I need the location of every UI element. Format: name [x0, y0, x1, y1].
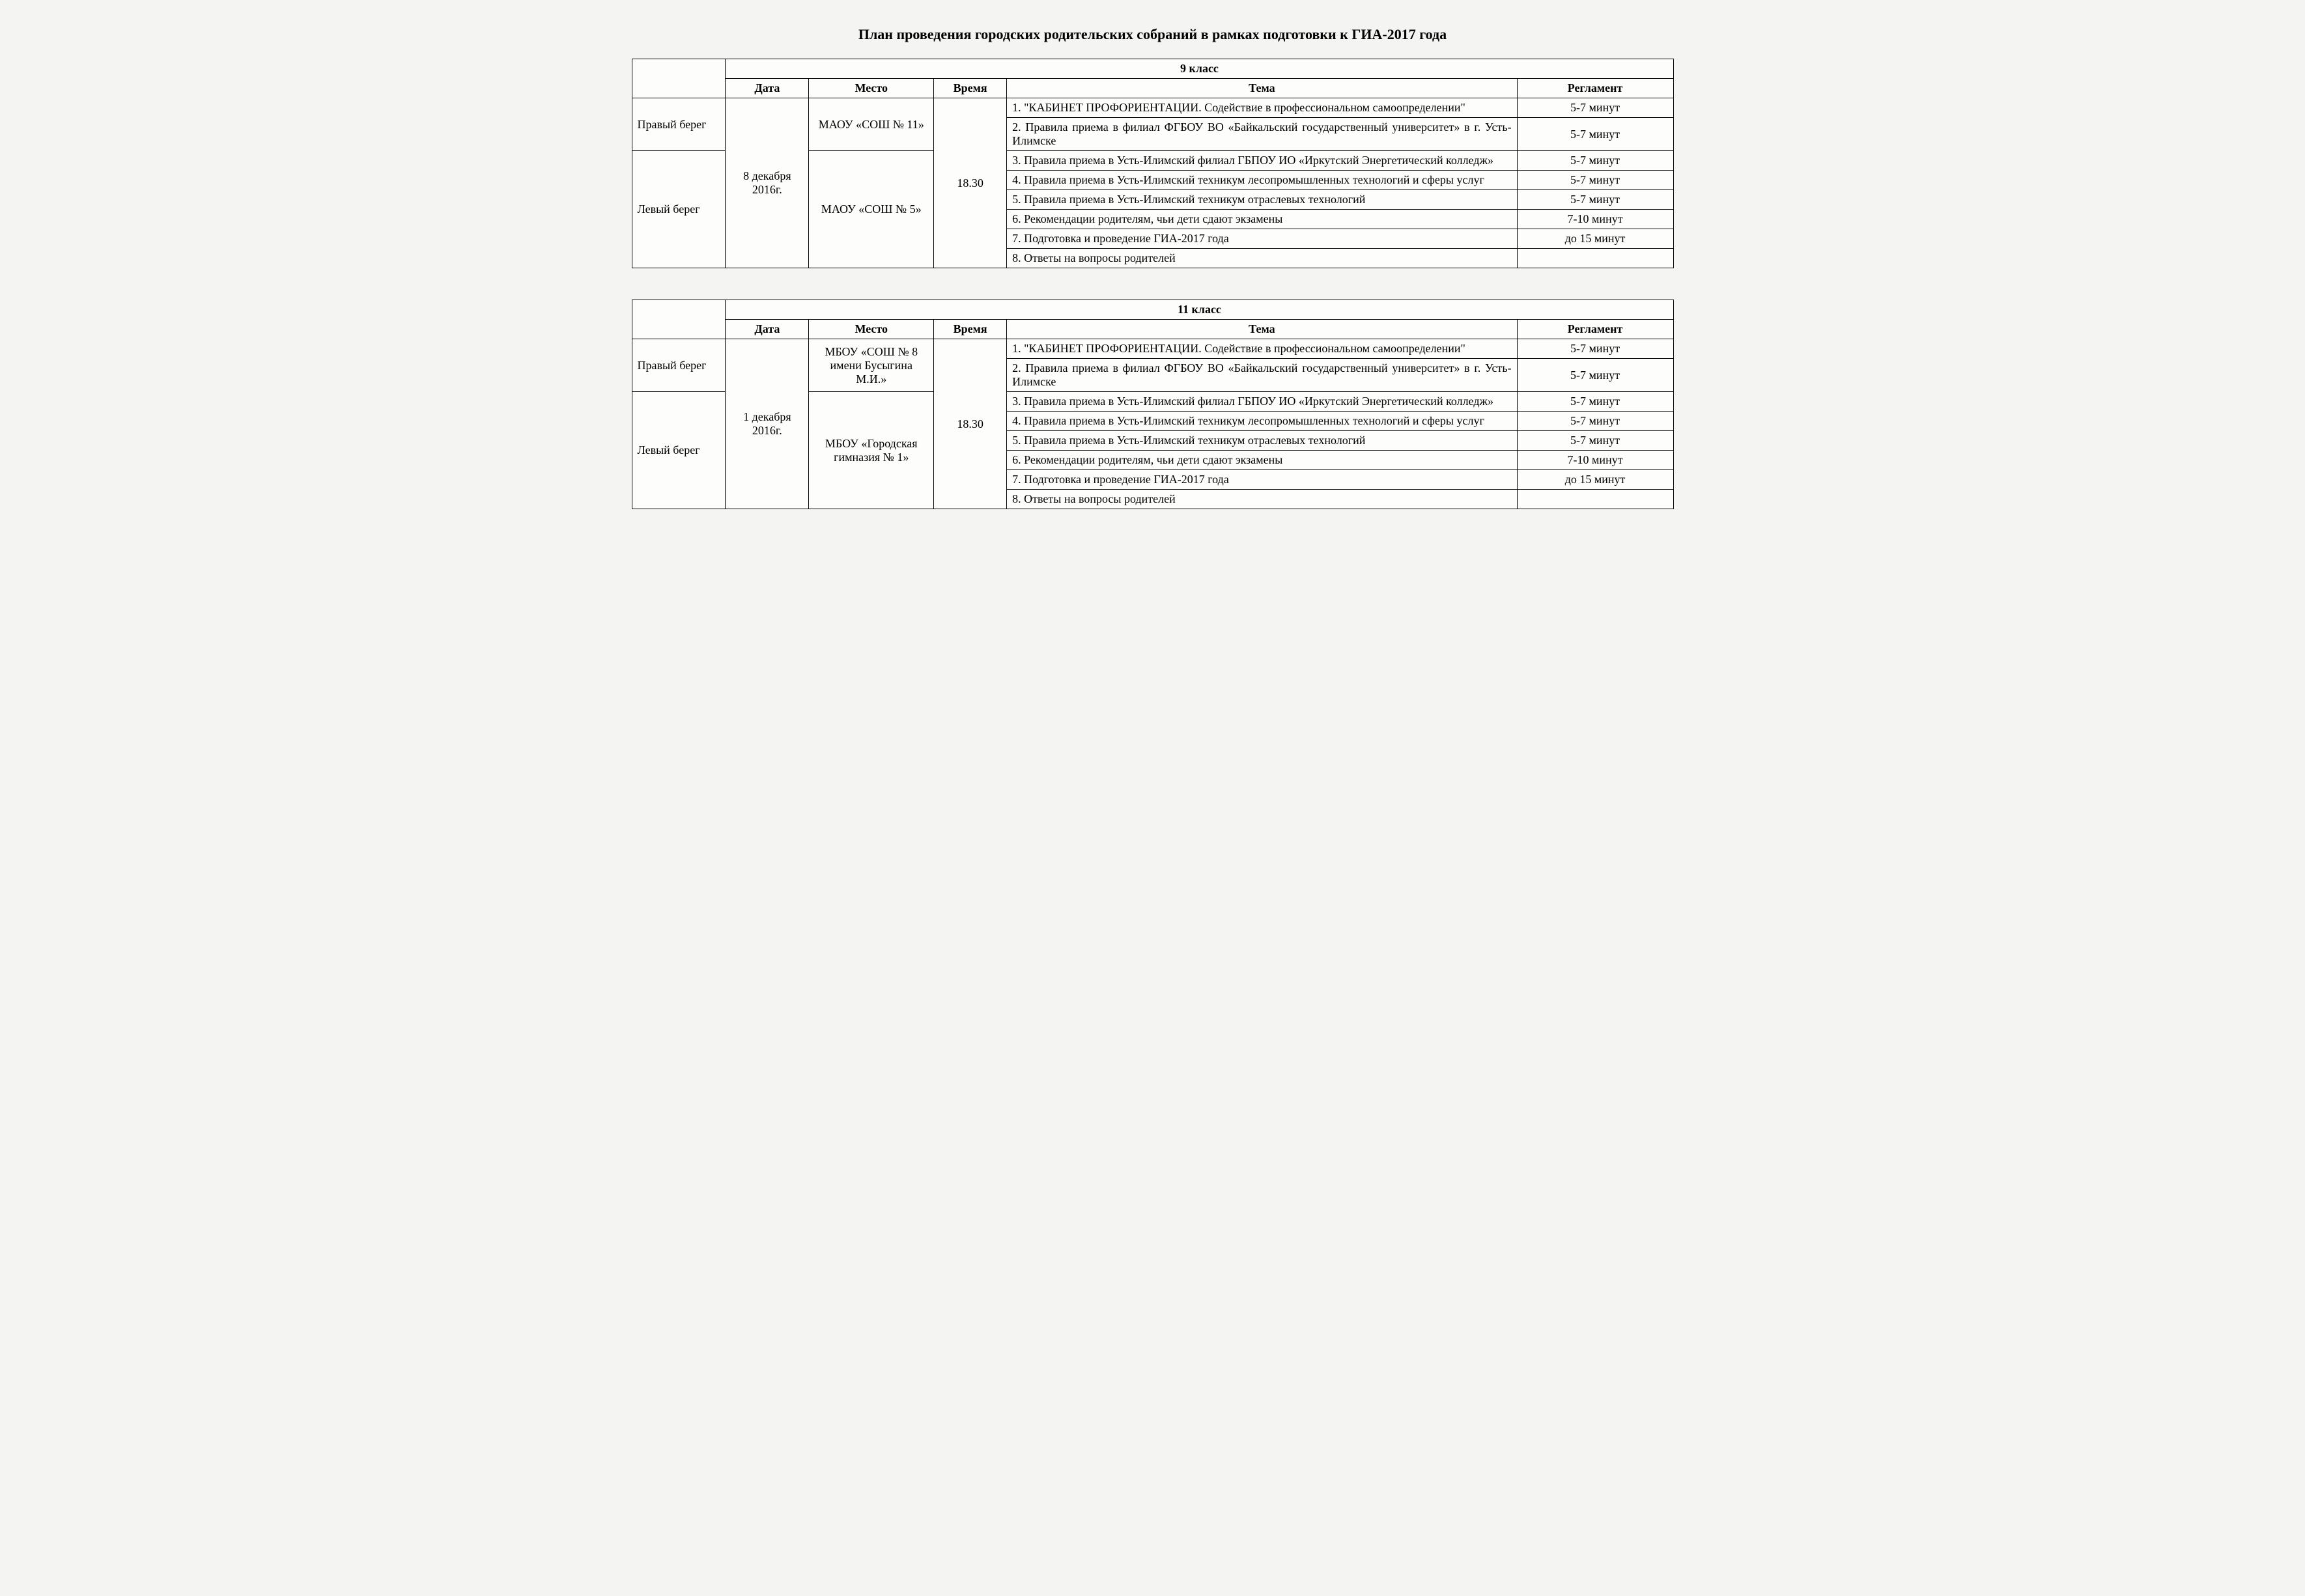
blank-corner [632, 59, 726, 98]
location-right: Правый берег [632, 339, 726, 392]
place-right: МБОУ «СОШ № 8 имени Бусыгина М.И.» [809, 339, 934, 392]
col-header-time: Время [934, 320, 1007, 339]
reg-cell: 5-7 минут [1517, 359, 1673, 392]
reg-cell: 7-10 минут [1517, 451, 1673, 470]
col-header-time: Время [934, 79, 1007, 98]
location-left: Левый берег [632, 392, 726, 509]
topic-cell: 5. Правила приема в Усть-Илимский техник… [1007, 190, 1518, 210]
reg-cell: 7-10 минут [1517, 210, 1673, 229]
class-header: 9 класс [726, 59, 1673, 79]
reg-cell: до 15 минут [1517, 470, 1673, 490]
col-header-place: Место [809, 320, 934, 339]
reg-cell: 5-7 минут [1517, 171, 1673, 190]
reg-cell: 5-7 минут [1517, 431, 1673, 451]
time-cell: 18.30 [934, 339, 1007, 509]
plan-table-9: 9 класс Дата Место Время Тема Регламент … [632, 59, 1674, 268]
col-header-date: Дата [726, 320, 809, 339]
page-title: План проведения городских родительских с… [632, 26, 1674, 43]
reg-cell [1517, 490, 1673, 509]
topic-cell: 7. Подготовка и проведение ГИА-2017 года [1007, 470, 1518, 490]
table-row: Дата Место Время Тема Регламент [632, 79, 1673, 98]
reg-cell: 5-7 минут [1517, 392, 1673, 412]
reg-cell: 5-7 минут [1517, 98, 1673, 118]
topic-cell: 5. Правила приема в Усть-Илимский техник… [1007, 431, 1518, 451]
col-header-place: Место [809, 79, 934, 98]
document-page: План проведения городских родительских с… [632, 26, 1674, 509]
reg-cell: 5-7 минут [1517, 339, 1673, 359]
reg-cell: 5-7 минут [1517, 190, 1673, 210]
reg-cell: 5-7 минут [1517, 412, 1673, 431]
table-row: Дата Место Время Тема Регламент [632, 320, 1673, 339]
topic-cell: 4. Правила приема в Усть-Илимский техник… [1007, 412, 1518, 431]
topic-cell: 8. Ответы на вопросы родителей [1007, 490, 1518, 509]
location-right: Правый берег [632, 98, 726, 151]
topic-cell: 6. Рекомендации родителям, чьи дети сдаю… [1007, 451, 1518, 470]
col-header-topic: Тема [1007, 79, 1518, 98]
topic-cell: 1. "КАБИНЕТ ПРОФОРИЕНТАЦИИ. Содействие в… [1007, 339, 1518, 359]
topic-cell: 2. Правила приема в филиал ФГБОУ ВО «Бай… [1007, 359, 1518, 392]
col-header-reg: Регламент [1517, 320, 1673, 339]
reg-cell [1517, 249, 1673, 268]
reg-cell: 5-7 минут [1517, 118, 1673, 151]
topic-cell: 3. Правила приема в Усть-Илимский филиал… [1007, 151, 1518, 171]
topic-cell: 2. Правила приема в филиал ФГБОУ ВО «Бай… [1007, 118, 1518, 151]
topic-cell: 6. Рекомендации родителям, чьи дети сдаю… [1007, 210, 1518, 229]
table-row: Правый берег 8 декабря 2016г. МАОУ «СОШ … [632, 98, 1673, 118]
topic-cell: 4. Правила приема в Усть-Илимский техник… [1007, 171, 1518, 190]
plan-table-11: 11 класс Дата Место Время Тема Регламент… [632, 300, 1674, 509]
table-row: 9 класс [632, 59, 1673, 79]
reg-cell: 5-7 минут [1517, 151, 1673, 171]
topic-cell: 7. Подготовка и проведение ГИА-2017 года [1007, 229, 1518, 249]
reg-cell: до 15 минут [1517, 229, 1673, 249]
col-header-topic: Тема [1007, 320, 1518, 339]
topic-cell: 3. Правила приема в Усть-Илимский филиал… [1007, 392, 1518, 412]
place-left: МБОУ «Городская гимназия № 1» [809, 392, 934, 509]
class-header: 11 класс [726, 300, 1673, 320]
table-row: Правый берег 1 декабря 2016г. МБОУ «СОШ … [632, 339, 1673, 359]
place-left: МАОУ «СОШ № 5» [809, 151, 934, 268]
table-row: 11 класс [632, 300, 1673, 320]
date-cell: 1 декабря 2016г. [726, 339, 809, 509]
location-left: Левый берег [632, 151, 726, 268]
topic-cell: 8. Ответы на вопросы родителей [1007, 249, 1518, 268]
date-cell: 8 декабря 2016г. [726, 98, 809, 268]
time-cell: 18.30 [934, 98, 1007, 268]
col-header-reg: Регламент [1517, 79, 1673, 98]
col-header-date: Дата [726, 79, 809, 98]
blank-corner [632, 300, 726, 339]
topic-cell: 1. "КАБИНЕТ ПРОФОРИЕНТАЦИИ. Содействие в… [1007, 98, 1518, 118]
place-right: МАОУ «СОШ № 11» [809, 98, 934, 151]
